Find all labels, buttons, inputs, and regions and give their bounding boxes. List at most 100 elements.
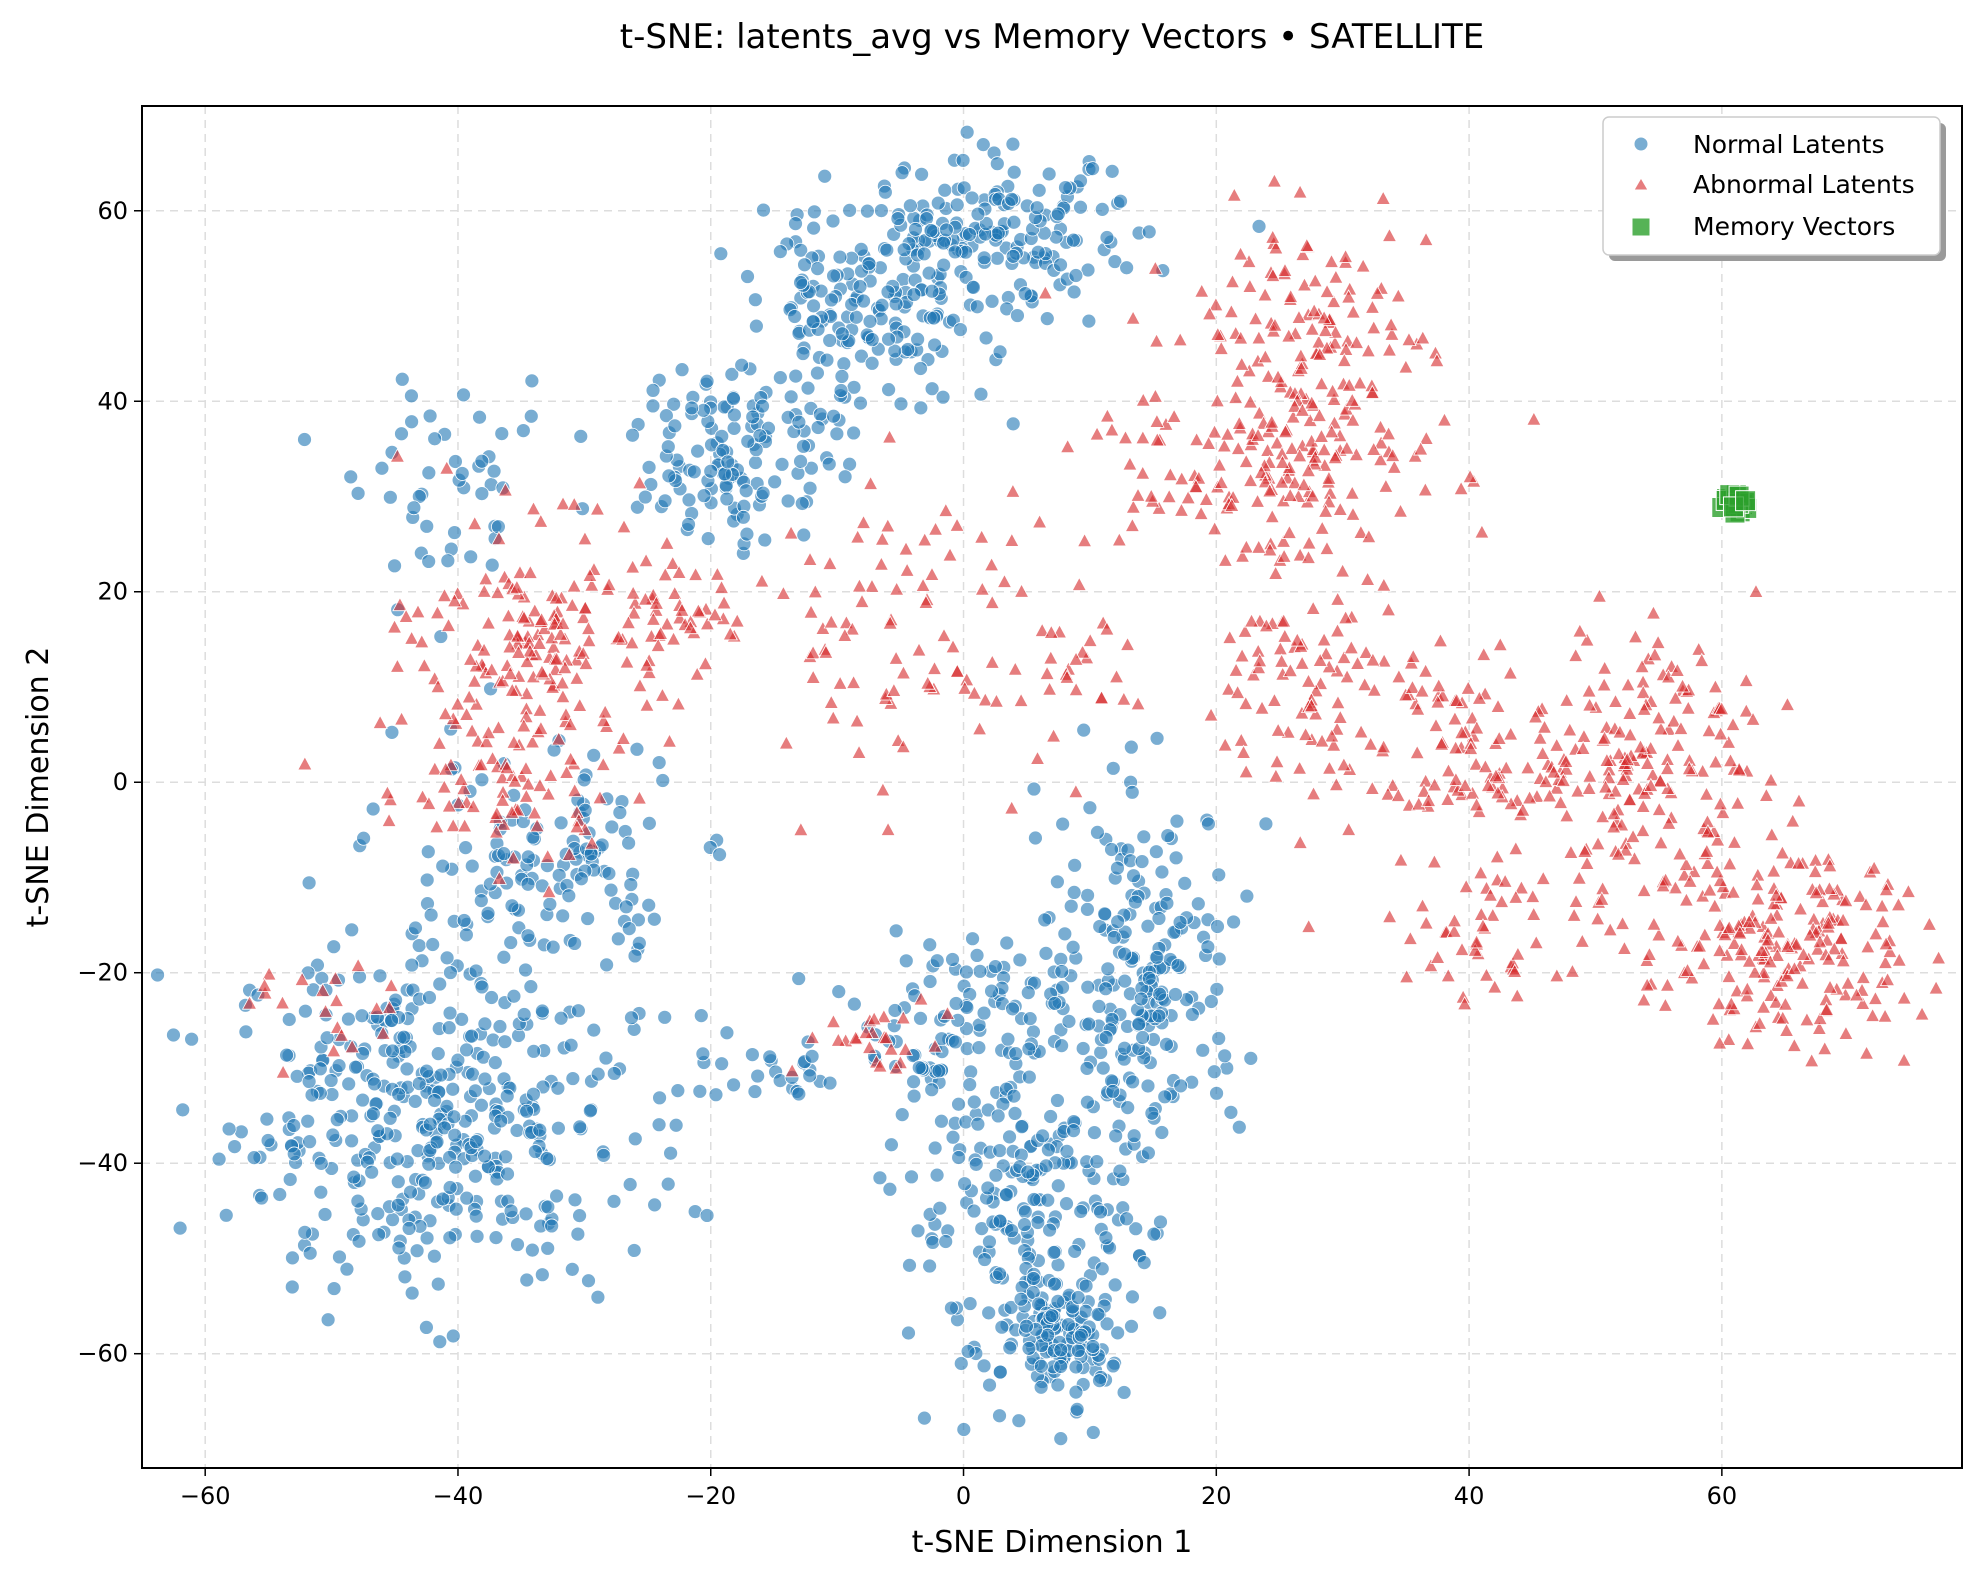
data-point — [502, 665, 518, 681]
data-point — [1477, 758, 1494, 774]
data-point — [1858, 1045, 1875, 1060]
data-point — [450, 696, 466, 711]
data-point — [246, 1150, 262, 1166]
data-point — [1731, 761, 1747, 776]
data-point — [804, 1029, 821, 1044]
data-point — [1305, 600, 1321, 615]
data-point — [1555, 772, 1572, 787]
data-point — [1267, 317, 1283, 332]
data-point — [1330, 591, 1346, 606]
data-point — [509, 579, 525, 594]
data-point — [1541, 788, 1558, 803]
data-point — [323, 1073, 339, 1088]
data-point — [1380, 786, 1396, 801]
data-point — [1349, 655, 1366, 670]
data-point — [692, 1083, 708, 1099]
data-point — [1209, 392, 1226, 408]
data-point — [1365, 652, 1381, 667]
data-point — [1468, 934, 1485, 949]
data-point — [516, 609, 532, 625]
data-point — [945, 952, 960, 967]
data-point — [629, 499, 645, 515]
data-point — [1006, 1088, 1022, 1104]
data-point — [1330, 694, 1346, 710]
data-point — [325, 1127, 341, 1143]
data-point — [1338, 341, 1354, 356]
data-point — [984, 654, 1000, 669]
data-point — [1050, 206, 1066, 222]
data-point — [1597, 660, 1613, 675]
data-point — [389, 1151, 405, 1167]
data-point — [1591, 588, 1608, 603]
data-point — [1878, 935, 1894, 951]
data-point — [612, 805, 628, 820]
data-point — [450, 794, 467, 809]
data-point — [1078, 1278, 1094, 1294]
data-point — [833, 383, 849, 398]
data-point — [990, 1108, 1006, 1124]
data-point — [851, 578, 868, 593]
data-point — [304, 1087, 320, 1103]
data-point — [1639, 977, 1655, 992]
data-point — [837, 627, 853, 642]
data-point — [382, 489, 398, 505]
data-point — [925, 1235, 941, 1250]
data-point — [886, 682, 902, 697]
data-point — [924, 566, 940, 581]
data-point — [491, 870, 507, 885]
data-point — [545, 639, 562, 654]
data-point — [895, 738, 911, 754]
data-point — [1266, 692, 1283, 707]
data-point — [1457, 777, 1473, 792]
data-point — [1339, 440, 1355, 455]
data-point — [1838, 1025, 1854, 1040]
data-point — [1017, 1217, 1032, 1233]
data-point — [601, 576, 617, 592]
data-point — [1107, 254, 1123, 269]
data-point — [286, 1118, 302, 1133]
data-point — [791, 971, 807, 986]
data-point — [624, 634, 640, 650]
data-point — [294, 971, 310, 986]
data-point — [510, 1237, 525, 1252]
data-point — [625, 427, 640, 443]
data-point — [1151, 500, 1167, 515]
data-point — [391, 1240, 407, 1256]
data-point — [1337, 609, 1354, 625]
data-point — [1447, 711, 1463, 726]
data-point — [1462, 468, 1478, 484]
data-point — [923, 223, 939, 238]
data-point — [1645, 605, 1662, 620]
data-point — [880, 518, 896, 533]
data-point — [1867, 990, 1884, 1005]
data-point — [259, 1111, 275, 1127]
data-point — [504, 898, 520, 914]
data-point — [1860, 938, 1876, 954]
data-point — [1206, 424, 1223, 439]
data-point — [516, 718, 532, 733]
data-point — [957, 1176, 972, 1192]
data-point — [832, 675, 848, 690]
data-point — [1678, 856, 1694, 871]
data-point — [1085, 161, 1100, 177]
data-point — [1779, 967, 1796, 983]
data-point — [1277, 423, 1294, 439]
data-point — [774, 456, 790, 472]
data-point — [1106, 930, 1122, 945]
data-point — [404, 1285, 420, 1301]
data-point — [938, 1234, 954, 1249]
chart-title: t-SNE: latents_avg vs Memory Vectors • S… — [620, 17, 1485, 57]
data-point — [1711, 1035, 1728, 1050]
data-point — [1316, 309, 1332, 325]
data-point — [670, 1083, 686, 1099]
data-point — [454, 466, 470, 481]
data-point — [327, 970, 344, 985]
data-point — [1303, 697, 1320, 713]
data-point — [1250, 427, 1266, 442]
data-point — [1035, 1128, 1051, 1144]
data-point — [175, 1102, 191, 1118]
data-point — [1243, 613, 1260, 628]
data-point — [902, 1257, 917, 1273]
data-point — [1721, 919, 1737, 935]
data-point — [1607, 693, 1624, 708]
